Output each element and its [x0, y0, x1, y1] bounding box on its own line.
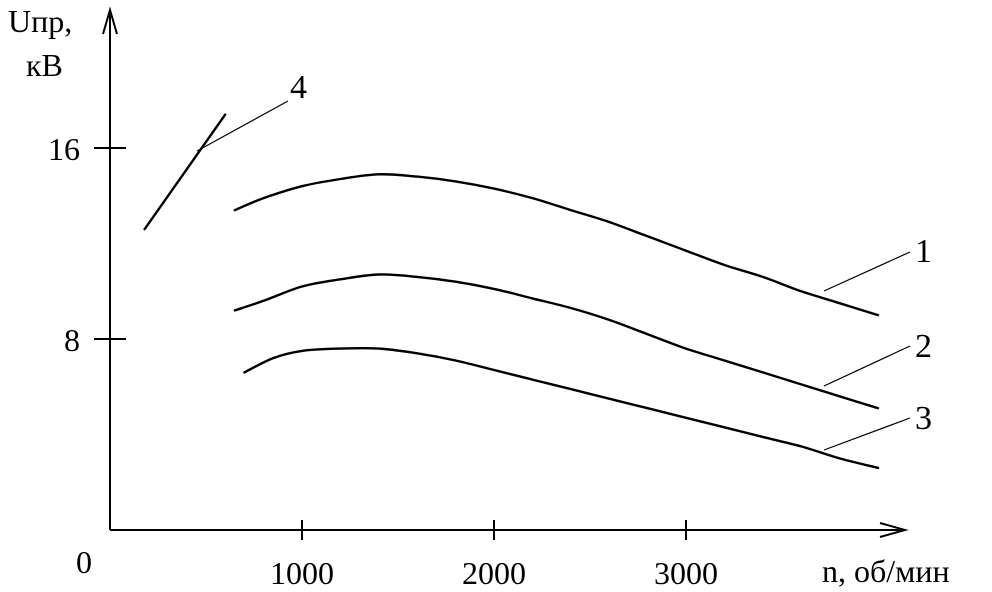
leader-line-3: [823, 417, 911, 451]
leader-line-4: [196, 100, 289, 152]
series-label-1: 1: [915, 233, 932, 270]
x-axis-arrow: [879, 522, 909, 538]
series-leader-lines: 1 2 3 4: [196, 69, 932, 451]
x-tick-label: 2000: [462, 555, 526, 591]
y-tick-label: 8: [64, 322, 80, 358]
y-axis-arrow: [102, 6, 118, 35]
series-line-1: [233, 173, 880, 317]
leader-line-1: [823, 251, 911, 292]
x-tick-label: 1000: [270, 555, 334, 591]
x-axis-label: n, об/мин: [822, 553, 950, 589]
series-label-2: 2: [915, 328, 932, 365]
series-line-3: [243, 346, 880, 470]
ticks: 1000 2000 3000 8 16: [48, 131, 718, 591]
x-tick-label: 3000: [654, 555, 718, 591]
series-group: [143, 113, 880, 470]
axes: [102, 6, 909, 538]
y-tick-label: 16: [48, 131, 80, 167]
series-label-3: 3: [915, 400, 932, 437]
series-label-4: 4: [290, 69, 307, 106]
series-line-2: [233, 273, 880, 410]
leader-line-2: [823, 345, 911, 387]
y-axis-label-line2: кВ: [26, 47, 63, 83]
series-line-4: [143, 113, 227, 231]
origin-label: 0: [76, 544, 92, 580]
y-axis-label-line1: Uпр,: [8, 3, 72, 39]
